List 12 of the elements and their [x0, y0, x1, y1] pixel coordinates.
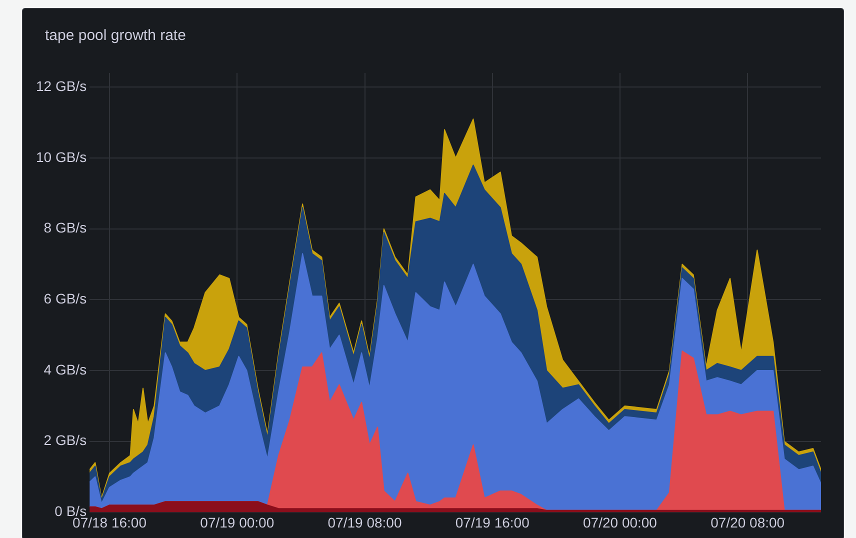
- y-tick-label: 6 GB/s: [44, 290, 87, 307]
- x-tick-label: 07/20 00:00: [583, 514, 658, 530]
- chart-title: tape pool growth rate: [45, 27, 186, 44]
- x-tick-label: 07/19 00:00: [200, 514, 274, 530]
- x-tick-label: 07/19 16:00: [455, 514, 530, 530]
- y-tick-label: 8 GB/s: [44, 220, 87, 236]
- y-tick-label: 12 GB/s: [36, 78, 87, 94]
- y-tick-label: 4 GB/s: [44, 361, 87, 378]
- y-tick-label: 2 GB/s: [44, 432, 87, 448]
- x-tick-label: 07/19 08:00: [328, 514, 402, 530]
- x-tick-label: 07/20 08:00: [710, 514, 785, 530]
- y-tick-label: 10 GB/s: [36, 148, 87, 165]
